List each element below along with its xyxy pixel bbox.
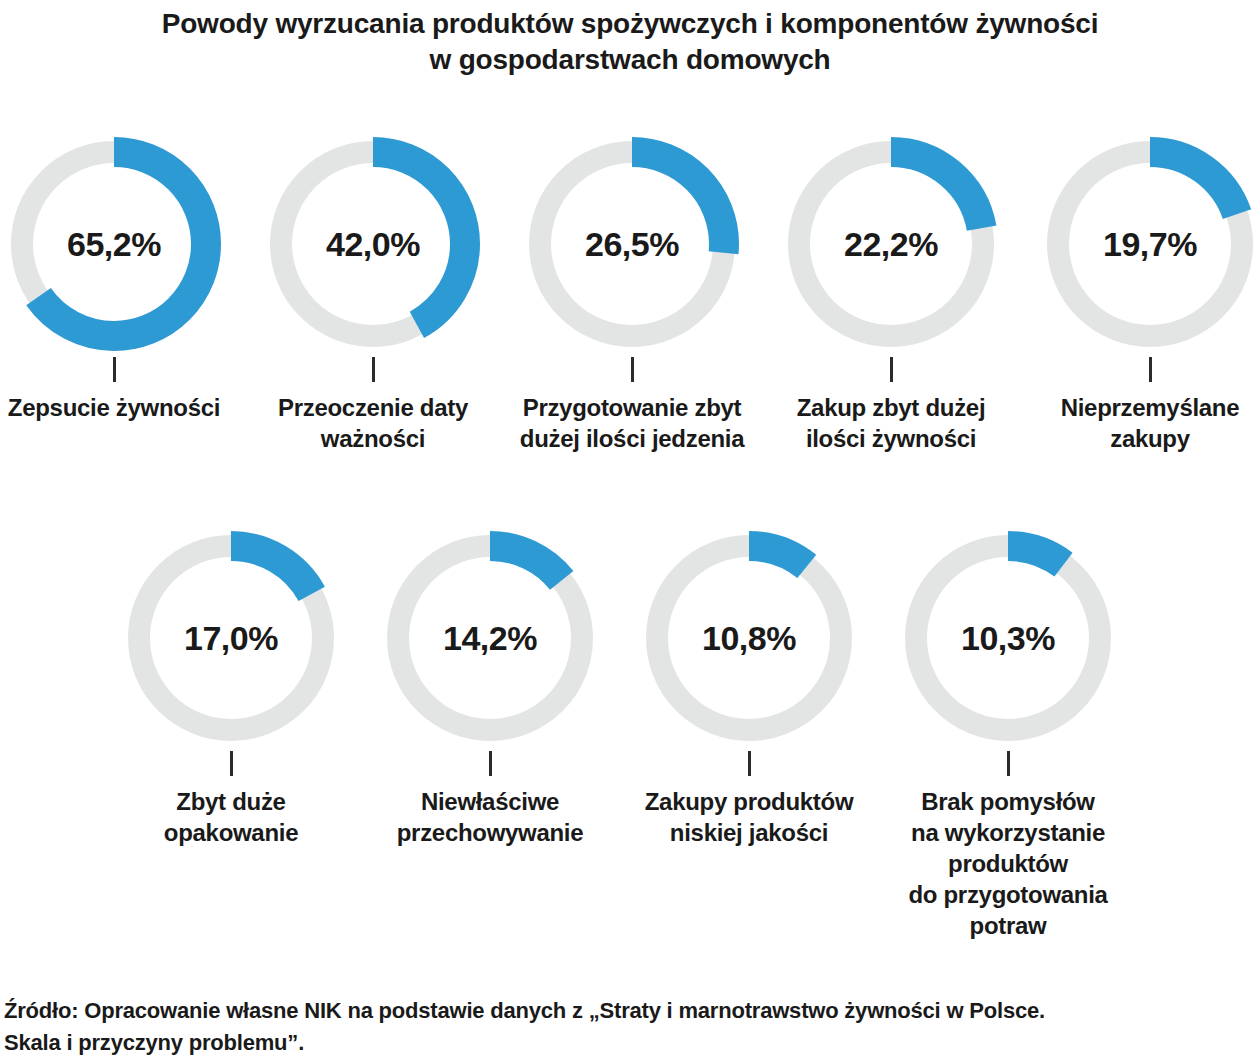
donut-label-line: zakupy (1000, 423, 1260, 454)
donut-label-line: produktów (858, 848, 1158, 879)
tick-line (1007, 751, 1010, 776)
tick-line (631, 357, 634, 382)
source-note: Źródło: Opracowanie własne NIK na podsta… (4, 995, 1045, 1059)
tick-line (372, 357, 375, 382)
donut-chart-item: 14,2% Niewłaściweprzechowywanie (340, 528, 640, 848)
donut-label: Brak pomysłówna wykorzystanieproduktówdo… (858, 786, 1158, 941)
donut-label-line: Nieprzemyślane (1000, 392, 1260, 423)
donut-label: Niewłaściweprzechowywanie (340, 786, 640, 848)
donut-ring: 17,0% (121, 528, 341, 748)
chart-title: Powody wyrzucania produktów spożywczych … (0, 6, 1260, 78)
donut-label-line: opakowanie (81, 817, 381, 848)
donut-percentage: 19,7% (1040, 134, 1260, 354)
donut-label-line: potraw (858, 910, 1158, 941)
tick-line (748, 751, 751, 776)
donut-percentage: 22,2% (781, 134, 1001, 354)
donut-label: Nieprzemyślanezakupy (1000, 392, 1260, 454)
donut-label: Zbyt dużeopakowanie (81, 786, 381, 848)
donut-ring: 14,2% (380, 528, 600, 748)
tick-line (890, 357, 893, 382)
donut-percentage: 26,5% (522, 134, 742, 354)
donut-chart-item: 26,5% Przygotowanie zbytdużej ilości jedz… (482, 134, 782, 454)
donut-label: Zakupy produktówniskiej jakości (599, 786, 899, 848)
donut-ring: 26,5% (522, 134, 742, 354)
donut-chart-item: 19,7% Nieprzemyślanezakupy (1000, 134, 1260, 454)
donut-label-line: do przygotowania (858, 879, 1158, 910)
source-note-line2: Skala i przyczyny problemu”. (4, 1027, 1045, 1059)
donut-ring: 10,8% (639, 528, 859, 748)
donut-label-line: Przeoczenie daty (223, 392, 523, 423)
infographic-page: Powody wyrzucania produktów spożywczych … (0, 0, 1260, 1064)
donut-label-line: niskiej jakości (599, 817, 899, 848)
donut-ring: 22,2% (781, 134, 1001, 354)
tick-line (230, 751, 233, 776)
donut-percentage: 42,0% (263, 134, 483, 354)
donut-percentage: 65,2% (4, 134, 224, 354)
donut-percentage: 14,2% (380, 528, 600, 748)
donut-label: Przeoczenie datyważności (223, 392, 523, 454)
donut-percentage: 10,8% (639, 528, 859, 748)
chart-title-line1: Powody wyrzucania produktów spożywczych … (0, 6, 1260, 42)
donut-label-line: na wykorzystanie (858, 817, 1158, 848)
donut-label-line: Niewłaściwe (340, 786, 640, 817)
donut-label-line: ważności (223, 423, 523, 454)
donut-ring: 19,7% (1040, 134, 1260, 354)
donut-chart-item: 10,8% Zakupy produktówniskiej jakości (599, 528, 899, 848)
donut-chart-item: 10,3% Brak pomysłówna wykorzystanieproduk… (858, 528, 1158, 941)
donut-label-line: Przygotowanie zbyt (482, 392, 782, 423)
donut-chart-item: 17,0% Zbyt dużeopakowanie (81, 528, 381, 848)
donut-ring: 42,0% (263, 134, 483, 354)
donut-percentage: 10,3% (898, 528, 1118, 748)
donut-label-line: Zbyt duże (81, 786, 381, 817)
source-note-line1: Źródło: Opracowanie własne NIK na podsta… (4, 995, 1045, 1027)
tick-line (489, 751, 492, 776)
donut-ring: 65,2% (4, 134, 224, 354)
donut-ring: 10,3% (898, 528, 1118, 748)
donut-label-line: dużej ilości jedzenia (482, 423, 782, 454)
tick-line (1149, 357, 1152, 382)
donut-label: Przygotowanie zbytdużej ilości jedzenia (482, 392, 782, 454)
donut-label-line: przechowywanie (340, 817, 640, 848)
donut-label: Zakup zbyt dużejilości żywności (741, 392, 1041, 454)
donut-label-line: ilości żywności (741, 423, 1041, 454)
donut-label-line: Zakup zbyt dużej (741, 392, 1041, 423)
donut-label-line: Brak pomysłów (858, 786, 1158, 817)
donut-label-line: Zakupy produktów (599, 786, 899, 817)
donut-chart-item: 22,2% Zakup zbyt dużejilości żywności (741, 134, 1041, 454)
chart-title-line2: w gospodarstwach domowych (0, 42, 1260, 78)
tick-line (113, 357, 116, 382)
donut-chart-item: 42,0% Przeoczenie datyważności (223, 134, 523, 454)
donut-percentage: 17,0% (121, 528, 341, 748)
